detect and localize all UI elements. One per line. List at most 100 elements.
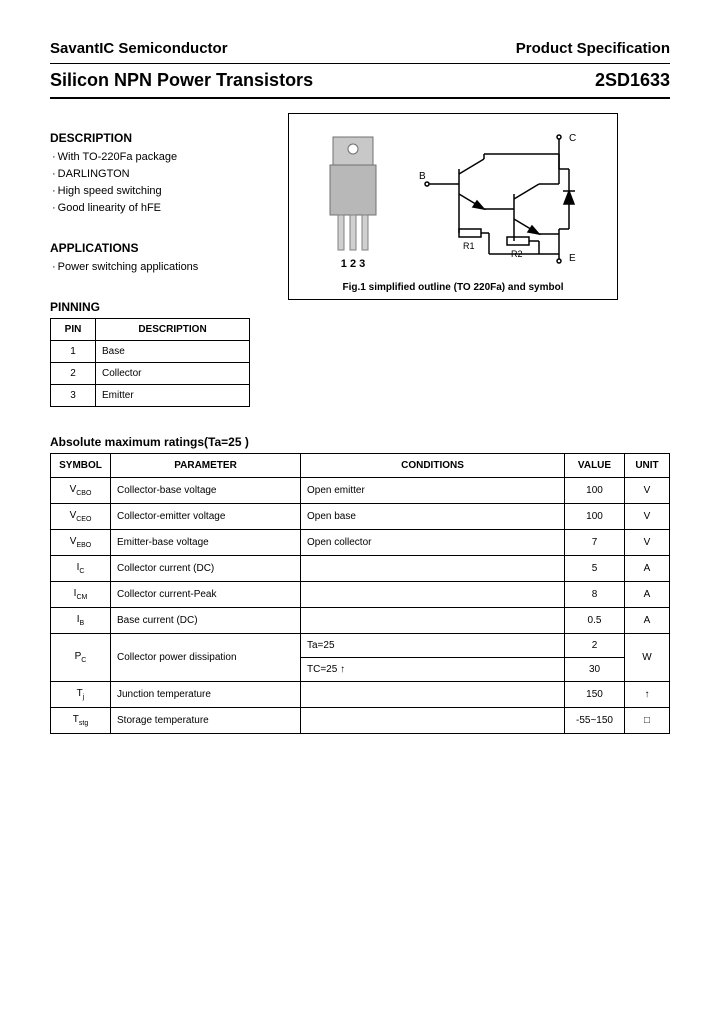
cell-symbol: VCEO [51,504,111,530]
doc-type: Product Specification [516,40,670,57]
table-row: VCEO Collector-emitter voltage Open base… [51,504,670,530]
pinning-heading: PINNING [50,300,270,314]
description-item: Good linearity of hFE [52,200,270,217]
cell-value: 5 [565,556,625,582]
description-heading: DESCRIPTION [50,131,270,145]
ratings-table: SYMBOL PARAMETER CONDITIONS VALUE UNIT V… [50,453,670,734]
cell-cond: Ta=25 [301,634,565,658]
applications-heading: APPLICATIONS [50,241,270,255]
cell-value: 100 [565,478,625,504]
cell-value: 30 [565,658,625,682]
cell-cond [301,556,565,582]
cell-value: 7 [565,530,625,556]
cell-unit: A [625,608,670,634]
cell-param: Emitter-base voltage [111,530,301,556]
svg-text:R1: R1 [463,241,475,251]
figure-box: 1 2 3 C B [288,113,618,300]
title-row: Silicon NPN Power Transistors 2SD1633 [50,70,670,91]
table-row: IB Base current (DC) 0.5 A [51,608,670,634]
table-row: PIN DESCRIPTION [51,319,250,341]
page: SavantIC Semiconductor Product Specifica… [0,0,720,764]
applications-item: Power switching applications [52,259,270,276]
cell-unit: ↑ [625,682,670,708]
col-symbol: SYMBOL [51,454,111,478]
pinning-table: PIN DESCRIPTION 1 Base 2 Collector 3 Emi… [50,318,250,407]
cell-param: Collector current-Peak [111,582,301,608]
cell-unit: V [625,504,670,530]
figure-caption: Fig.1 simplified outline (TO 220Fa) and … [297,282,609,293]
col-param: PARAMETER [111,454,301,478]
cell-symbol: VEBO [51,530,111,556]
table-row: 1 Base [51,341,250,363]
cell-value: 0.5 [565,608,625,634]
schematic-symbol-icon: C B [419,129,599,274]
upper-section: DESCRIPTION With TO-220Fa package DARLIN… [50,107,670,407]
cell-cond [301,708,565,734]
figure-inner: 1 2 3 C B [297,124,609,274]
cell-value: 150 [565,682,625,708]
cell-symbol: Tstg [51,708,111,734]
cell-symbol: IC [51,556,111,582]
cell-symbol: PC [51,634,111,682]
col-cond: CONDITIONS [301,454,565,478]
pin-num: 3 [51,385,96,407]
cell-unit: V [625,478,670,504]
divider [50,97,670,99]
figure-column: 1 2 3 C B [288,107,618,300]
svg-text:B: B [419,171,426,182]
svg-text:C: C [569,133,576,144]
ratings-heading: Absolute maximum ratings(Ta=25 ) [50,435,670,449]
svg-text:R2: R2 [511,249,523,259]
cell-cond [301,682,565,708]
cell-value: -55~150 [565,708,625,734]
cell-cond: Open base [301,504,565,530]
cell-param: Base current (DC) [111,608,301,634]
product-line: Silicon NPN Power Transistors [50,70,313,91]
cell-unit: W [625,634,670,682]
cell-param: Collector current (DC) [111,556,301,582]
col-value: VALUE [565,454,625,478]
col-unit: UNIT [625,454,670,478]
col-desc: DESCRIPTION [96,319,250,341]
cell-unit: A [625,556,670,582]
description-list: With TO-220Fa package DARLINGTON High sp… [52,149,270,217]
cell-symbol: Tj [51,682,111,708]
cell-symbol: ICM [51,582,111,608]
cell-param: Collector power dissipation [111,634,301,682]
table-row: 3 Emitter [51,385,250,407]
applications-list: Power switching applications [52,259,270,276]
cell-param: Collector-emitter voltage [111,504,301,530]
cell-unit: □ [625,708,670,734]
company-name: SavantIC Semiconductor [50,40,228,57]
cell-cond: Open collector [301,530,565,556]
description-item: With TO-220Fa package [52,149,270,166]
cell-value: 8 [565,582,625,608]
table-row: IC Collector current (DC) 5 A [51,556,670,582]
cell-cond: Open emitter [301,478,565,504]
table-row: 2 Collector [51,363,250,385]
cell-value: 100 [565,504,625,530]
pin-desc: Collector [96,363,250,385]
pin-desc: Base [96,341,250,363]
cell-unit: A [625,582,670,608]
pin-num: 2 [51,363,96,385]
pin-num: 1 [51,341,96,363]
pin-desc: Emitter [96,385,250,407]
package-outline-icon: 1 2 3 [308,129,398,274]
cell-symbol: VCBO [51,478,111,504]
left-column: DESCRIPTION With TO-220Fa package DARLIN… [50,107,270,407]
divider [50,63,670,64]
cell-cond [301,582,565,608]
table-row: SYMBOL PARAMETER CONDITIONS VALUE UNIT [51,454,670,478]
cell-param: Storage temperature [111,708,301,734]
table-row: PC Collector power dissipation Ta=25 2 W [51,634,670,658]
cell-cond [301,608,565,634]
description-item: DARLINGTON [52,166,270,183]
svg-text:E: E [569,253,576,264]
cell-param: Junction temperature [111,682,301,708]
header-row: SavantIC Semiconductor Product Specifica… [50,40,670,57]
col-pin: PIN [51,319,96,341]
table-row: VEBO Emitter-base voltage Open collector… [51,530,670,556]
table-row: Tstg Storage temperature -55~150 □ [51,708,670,734]
table-row: Tj Junction temperature 150 ↑ [51,682,670,708]
